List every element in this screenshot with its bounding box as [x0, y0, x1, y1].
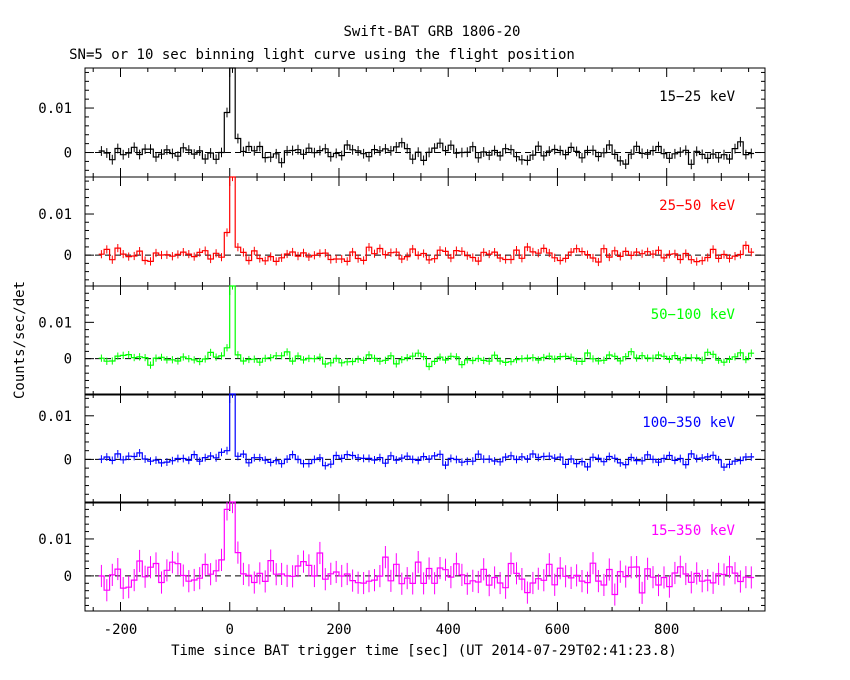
panel-4: 0 0.01 15−350 keV: [38, 501, 766, 612]
panel-frame: [84, 501, 766, 612]
x-tick-label: 600: [545, 622, 570, 638]
band-label: 50−100 keV: [651, 307, 736, 323]
y-tick-label: 0: [64, 146, 72, 162]
y-tick-label: 0.01: [38, 101, 72, 117]
light-curve-series: [98, 285, 755, 368]
band-label: 25−50 keV: [659, 198, 735, 214]
x-tick-label: 400: [436, 622, 461, 638]
panel-frame: [84, 393, 766, 504]
x-tick-label: 0: [226, 622, 234, 638]
panel-3: 0 0.01 100−350 keV: [38, 393, 766, 504]
panel-frame: [84, 176, 766, 287]
y-tick-label: 0: [64, 248, 72, 264]
light-curve-series: [98, 501, 755, 596]
panel-0: 0 0.01 15−25 keV: [38, 67, 766, 178]
x-tick-label: 800: [654, 622, 679, 638]
y-tick-label: 0.01: [38, 315, 72, 331]
panel-1: 0 0.01 25−50 keV: [38, 176, 766, 287]
panels-group: 0 0.01 15−25 keV 0 0.01 25−50 keV 0 0.01 50−100 …: [38, 67, 766, 638]
chart-subtitle: SN=5 or 10 sec binning light curve using…: [69, 47, 575, 63]
y-tick-label: 0: [64, 569, 72, 585]
band-label: 100−350 keV: [642, 415, 735, 431]
panel-frame: [84, 285, 766, 396]
y-axis-label: Counts/sec/det: [12, 281, 28, 399]
panel-2: 0 0.01 50−100 keV: [38, 285, 766, 396]
chart-title: Swift-BAT GRB 1806-20: [343, 24, 520, 40]
x-tick-label: 200: [326, 622, 351, 638]
y-tick-label: 0.01: [38, 532, 72, 548]
y-tick-label: 0.01: [38, 207, 72, 223]
band-label: 15−25 keV: [659, 89, 735, 105]
x-tick-label: -200: [104, 622, 138, 638]
y-tick-label: 0: [64, 352, 72, 368]
light-curve-series: [98, 393, 755, 468]
y-tick-label: 0.01: [38, 409, 72, 425]
band-label: 15−350 keV: [651, 523, 736, 539]
light-curve-series: [98, 176, 755, 263]
x-axis-label: Time since BAT trigger time [sec] (UT 20…: [171, 643, 677, 659]
y-tick-label: 0: [64, 452, 72, 468]
light-curve-series: [98, 67, 755, 165]
